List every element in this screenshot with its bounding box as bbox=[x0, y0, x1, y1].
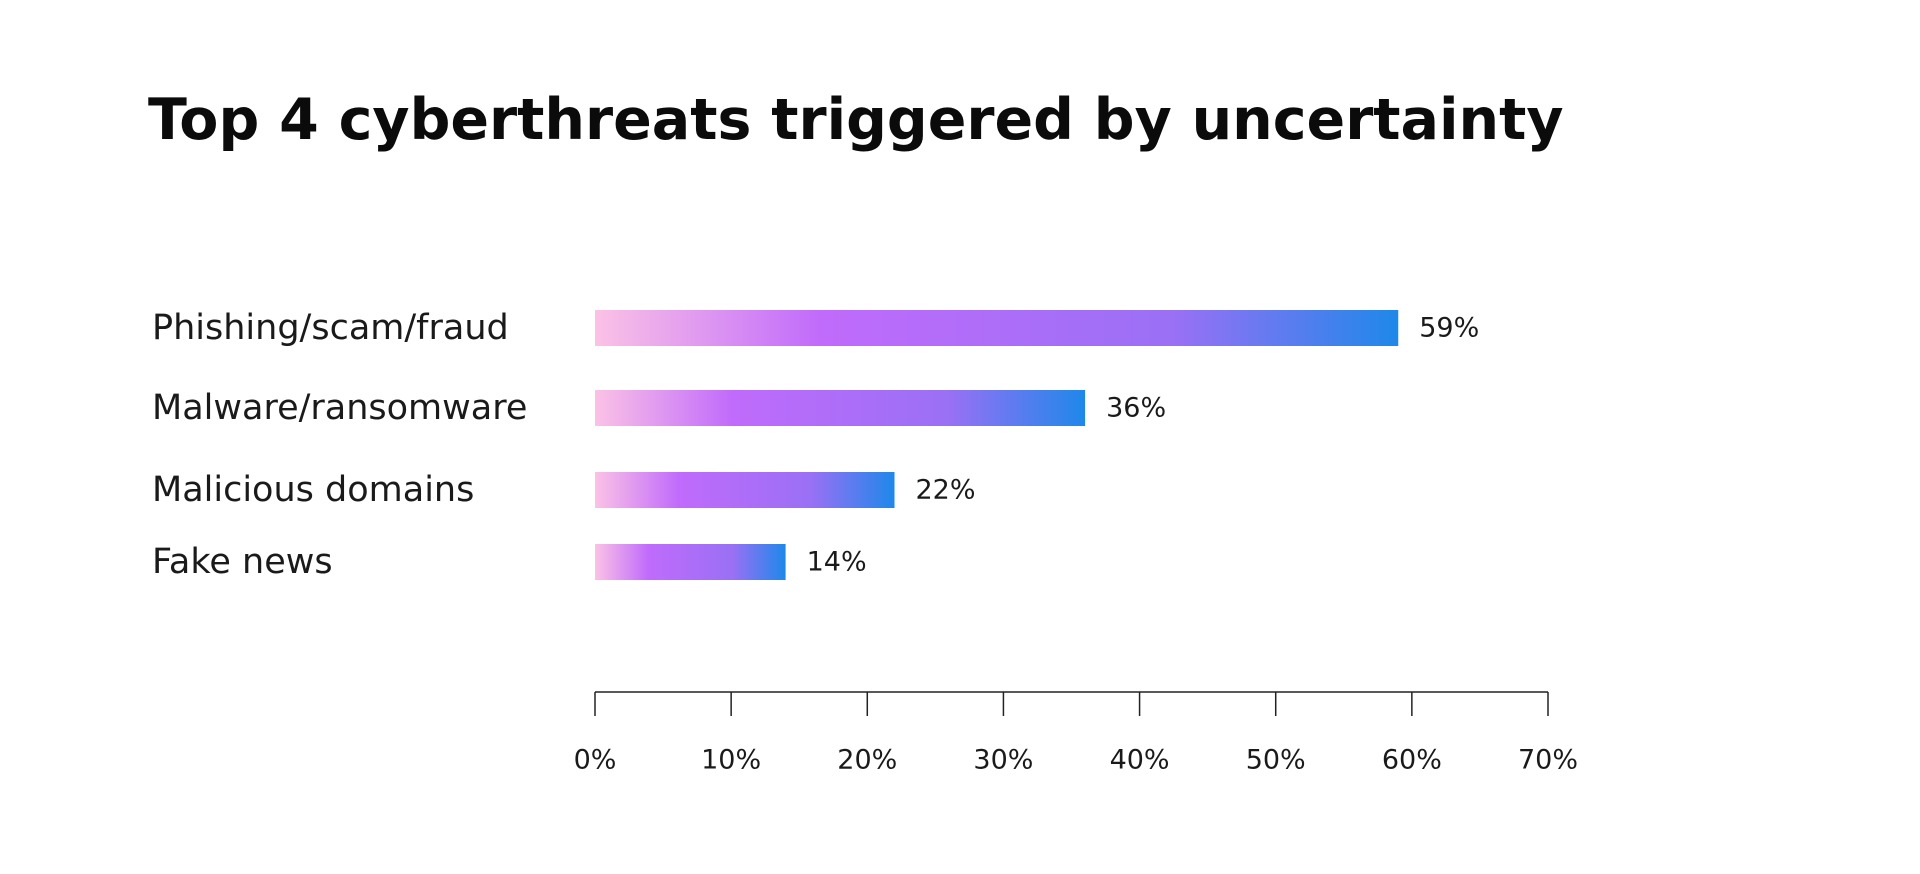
category-labels: Phishing/scam/fraud Malware/ransomware Mal… bbox=[152, 308, 527, 582]
value-label: 36% bbox=[1106, 393, 1166, 424]
x-tick-label: 20% bbox=[837, 745, 897, 776]
category-label: Fake news bbox=[152, 542, 333, 582]
category-label: Malicious domains bbox=[152, 470, 474, 510]
x-tick-label: 40% bbox=[1110, 745, 1170, 776]
x-tick-label: 50% bbox=[1246, 745, 1306, 776]
bar bbox=[595, 544, 786, 580]
x-tick-label: 0% bbox=[574, 745, 617, 776]
bar bbox=[595, 310, 1399, 346]
bars bbox=[595, 310, 1399, 580]
category-label: Malware/ransomware bbox=[152, 388, 527, 428]
bar bbox=[595, 472, 895, 508]
value-label: 22% bbox=[916, 475, 976, 506]
value-labels: 59% 36% 22% 14% bbox=[807, 313, 1480, 578]
value-label: 59% bbox=[1419, 313, 1479, 344]
x-tick-label: 60% bbox=[1382, 745, 1442, 776]
category-label: Phishing/scam/fraud bbox=[152, 308, 509, 348]
value-label: 14% bbox=[807, 547, 867, 578]
x-tick-label: 30% bbox=[973, 745, 1033, 776]
chart-title: Top 4 cyberthreats triggered by uncertai… bbox=[148, 87, 1564, 153]
x-tick-label: 70% bbox=[1518, 745, 1578, 776]
x-tick-label: 10% bbox=[701, 745, 761, 776]
bar bbox=[595, 390, 1086, 426]
x-axis: 0% 10% 20% 30% 40% 50% 60% 70% bbox=[574, 691, 1578, 776]
